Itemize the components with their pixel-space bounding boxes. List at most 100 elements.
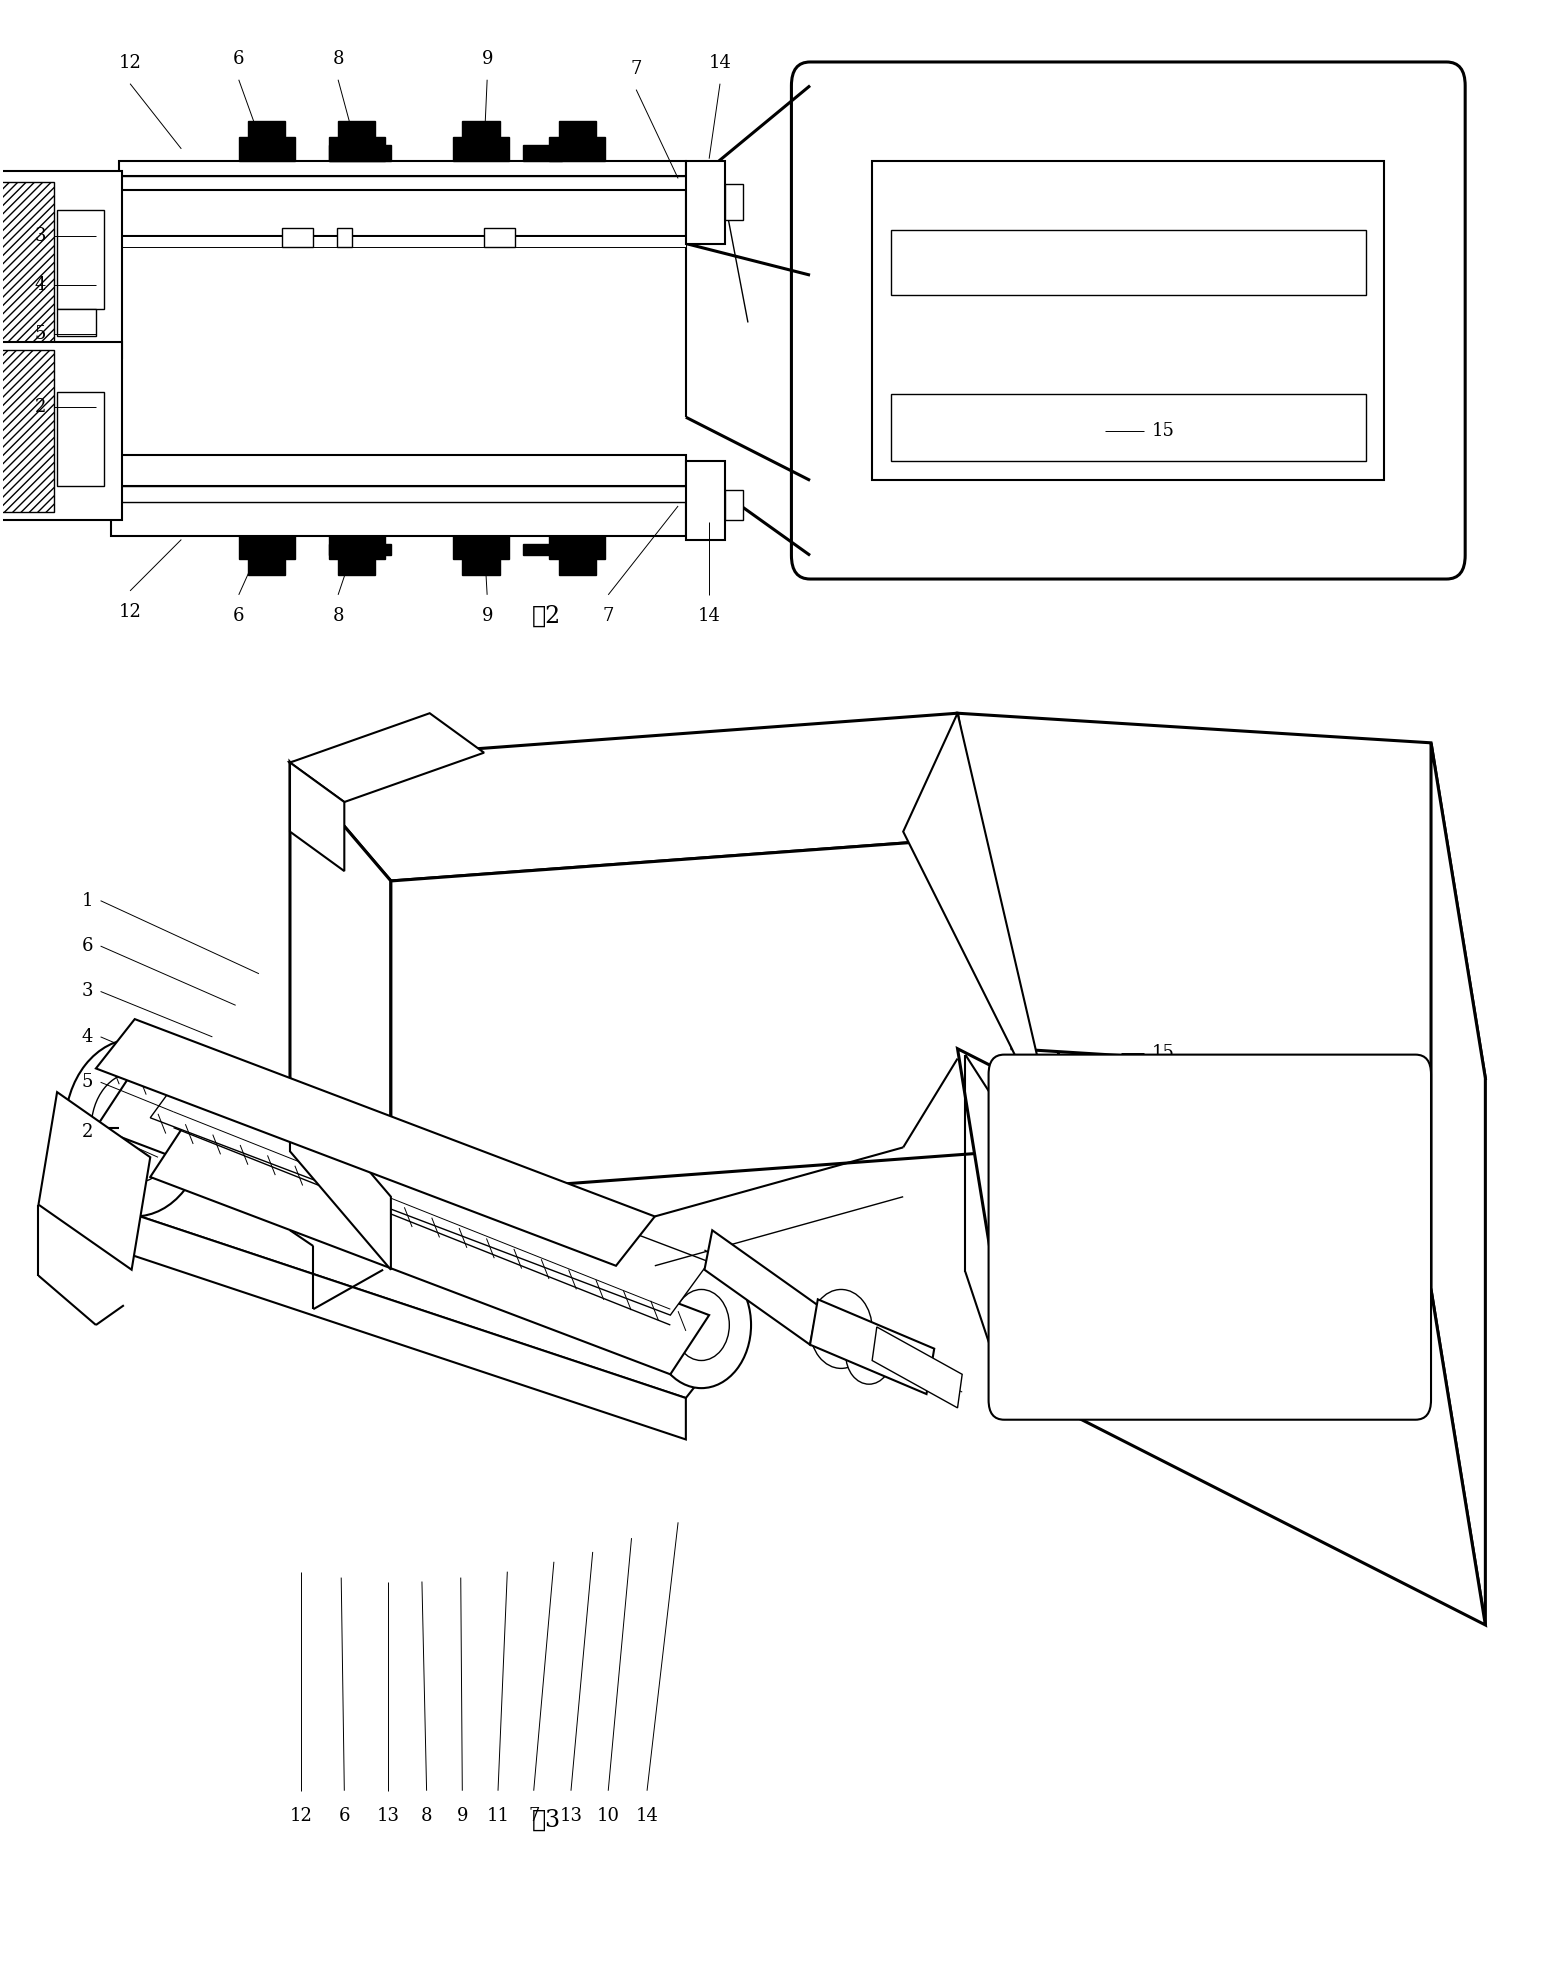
Text: 14: 14 xyxy=(636,1807,659,1825)
Bar xyxy=(58,309,97,336)
Bar xyxy=(550,536,605,560)
Circle shape xyxy=(651,1263,751,1387)
Polygon shape xyxy=(290,712,485,801)
Circle shape xyxy=(673,1290,729,1360)
Circle shape xyxy=(1027,1098,1058,1138)
Bar xyxy=(872,160,1385,481)
Bar xyxy=(686,461,724,540)
Circle shape xyxy=(726,501,742,520)
Circle shape xyxy=(65,1039,204,1217)
Text: 9: 9 xyxy=(481,49,492,67)
Text: 2: 2 xyxy=(81,1122,93,1140)
Text: 13: 13 xyxy=(559,1807,583,1825)
Polygon shape xyxy=(93,1152,724,1397)
Polygon shape xyxy=(904,712,1058,1148)
Bar xyxy=(724,491,743,520)
Text: 8: 8 xyxy=(332,49,344,67)
Bar xyxy=(463,121,500,137)
Bar xyxy=(0,350,55,513)
Polygon shape xyxy=(97,1019,654,1267)
Polygon shape xyxy=(97,1069,654,1326)
Bar xyxy=(523,144,561,160)
Circle shape xyxy=(852,135,862,146)
Bar xyxy=(329,137,385,160)
Polygon shape xyxy=(391,831,1058,1197)
Polygon shape xyxy=(958,1049,1485,1625)
Text: 12: 12 xyxy=(290,1807,312,1825)
Bar xyxy=(329,144,391,160)
Bar xyxy=(891,394,1366,461)
Circle shape xyxy=(1396,495,1405,507)
Circle shape xyxy=(1362,1098,1393,1138)
Bar xyxy=(58,392,104,487)
Bar xyxy=(238,137,294,160)
Bar xyxy=(550,137,605,160)
Polygon shape xyxy=(810,1300,935,1393)
Text: 7: 7 xyxy=(603,608,614,625)
Circle shape xyxy=(1385,121,1416,160)
Text: 5: 5 xyxy=(81,1073,93,1090)
Bar xyxy=(1058,1150,1362,1247)
Polygon shape xyxy=(872,1328,963,1407)
Text: 14: 14 xyxy=(698,608,721,625)
Bar xyxy=(0,182,55,348)
Bar xyxy=(453,137,509,160)
Bar xyxy=(1058,1267,1362,1342)
Text: 14: 14 xyxy=(709,53,731,71)
Circle shape xyxy=(1348,360,1360,376)
Circle shape xyxy=(841,481,872,520)
Text: 7: 7 xyxy=(528,1807,539,1825)
Bar xyxy=(248,560,285,576)
Circle shape xyxy=(841,121,872,160)
FancyBboxPatch shape xyxy=(791,61,1465,580)
Text: 9: 9 xyxy=(456,1807,467,1825)
Circle shape xyxy=(897,360,910,376)
Bar xyxy=(112,455,686,487)
Text: 8: 8 xyxy=(332,608,344,625)
Text: 1: 1 xyxy=(81,893,93,910)
Circle shape xyxy=(1373,1112,1382,1124)
Text: 图2: 图2 xyxy=(531,606,561,627)
Text: 15: 15 xyxy=(1151,1043,1175,1061)
Text: 3: 3 xyxy=(81,982,93,1001)
Text: 5: 5 xyxy=(34,325,47,342)
Bar xyxy=(338,560,375,576)
Circle shape xyxy=(810,1290,872,1367)
Text: 2: 2 xyxy=(34,398,47,416)
Circle shape xyxy=(1385,481,1416,520)
Polygon shape xyxy=(704,1231,818,1344)
Bar xyxy=(891,230,1366,295)
Text: 8: 8 xyxy=(421,1807,433,1825)
Text: 6: 6 xyxy=(234,608,245,625)
Polygon shape xyxy=(290,712,1058,881)
Circle shape xyxy=(1362,1338,1393,1375)
Polygon shape xyxy=(93,1201,686,1439)
Polygon shape xyxy=(39,1092,150,1271)
Circle shape xyxy=(1123,135,1133,146)
Circle shape xyxy=(1348,265,1360,281)
Bar xyxy=(338,121,375,137)
Polygon shape xyxy=(958,712,1485,1079)
Bar xyxy=(112,503,686,536)
Text: 7: 7 xyxy=(631,59,642,77)
Circle shape xyxy=(92,1073,178,1183)
Bar xyxy=(248,121,285,137)
Text: 10: 10 xyxy=(597,1807,620,1825)
Text: 11: 11 xyxy=(486,1807,509,1825)
Circle shape xyxy=(1038,1350,1047,1362)
Circle shape xyxy=(852,495,862,507)
Bar xyxy=(120,160,686,176)
Bar xyxy=(238,536,294,560)
Circle shape xyxy=(846,1326,893,1383)
Bar xyxy=(559,121,595,137)
Bar xyxy=(559,560,595,576)
Text: 12: 12 xyxy=(118,604,142,621)
Bar xyxy=(120,190,686,236)
Text: 13: 13 xyxy=(377,1807,399,1825)
Circle shape xyxy=(1123,495,1133,507)
FancyBboxPatch shape xyxy=(989,1055,1432,1419)
Polygon shape xyxy=(290,762,391,1197)
Bar xyxy=(0,342,123,520)
Bar xyxy=(523,544,561,556)
Bar xyxy=(686,160,724,243)
